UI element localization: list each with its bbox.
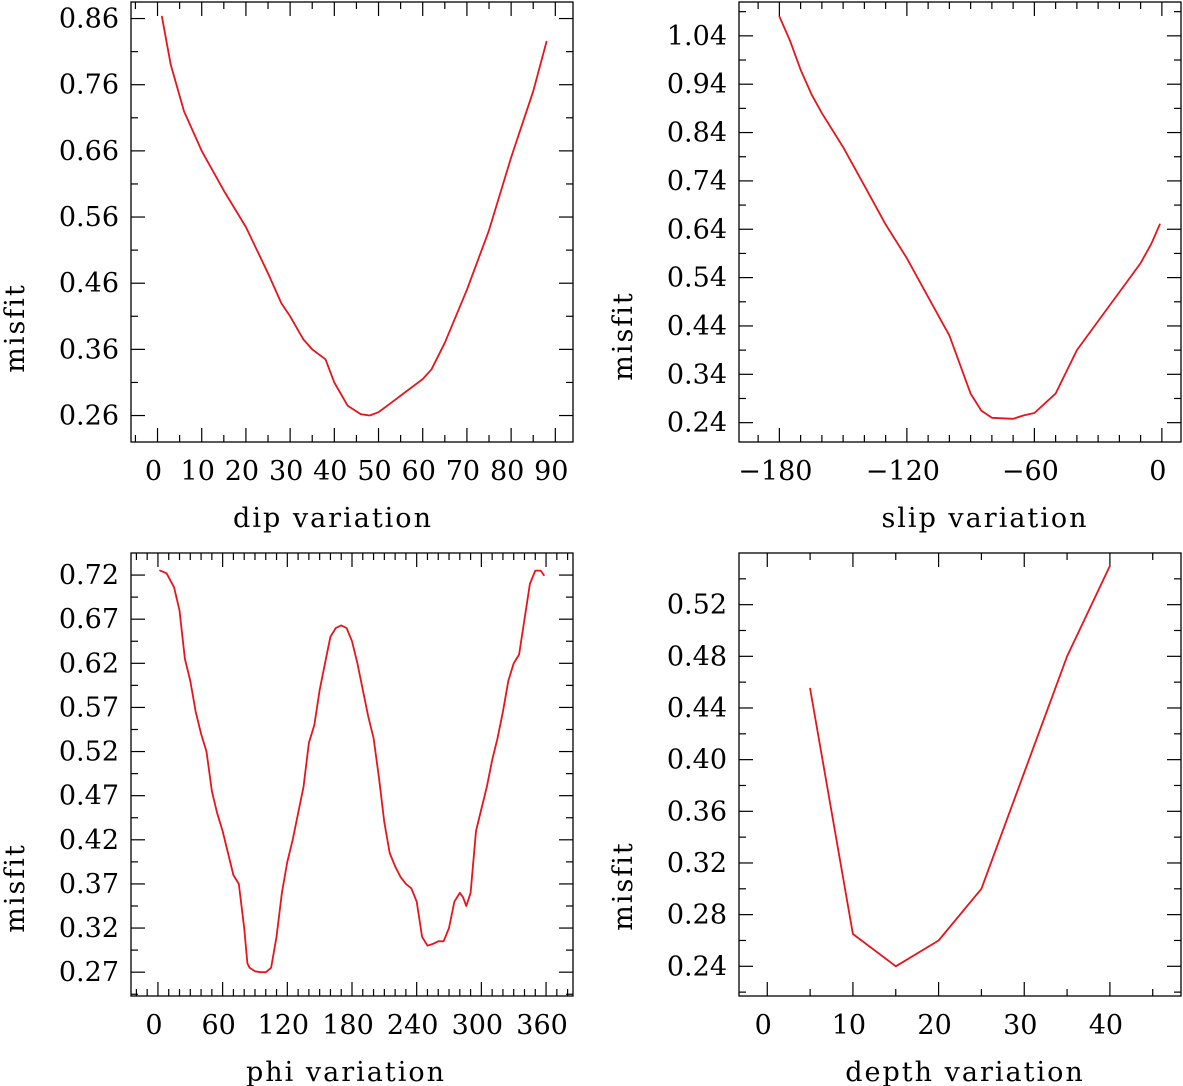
series-line-slip (778, 15, 1161, 420)
y-axis-label: misfit (608, 291, 639, 381)
x-tick-label: 40 (313, 456, 347, 487)
y-tick-label: 0.94 (667, 69, 727, 100)
y-axis-label: misfit (0, 283, 31, 373)
x-axis-label: slip variation (881, 503, 1088, 534)
x-tick-label: 10 (832, 1010, 866, 1041)
x-tick-label: 60 (201, 1010, 235, 1041)
x-tick-label: 0 (1149, 456, 1166, 487)
series-line-depth (809, 565, 1111, 968)
x-tick-label: 90 (534, 456, 568, 487)
series-line-dip (160, 15, 548, 417)
y-tick-label: 0.74 (667, 166, 727, 197)
y-tick-label: 0.34 (667, 359, 727, 390)
x-tick-label: 240 (387, 1010, 439, 1041)
y-tick-label: 0.64 (667, 214, 727, 245)
y-tick-label: 1.04 (667, 21, 727, 52)
y-tick-label: 0.84 (667, 118, 727, 149)
y-tick-label: 0.24 (667, 408, 727, 439)
x-tick-label: −60 (1002, 456, 1059, 487)
y-tick-label: 0.32 (59, 913, 119, 944)
x-tick-label: 70 (446, 456, 480, 487)
x-tick-label: 40 (1089, 1010, 1123, 1041)
x-tick-label: 50 (357, 456, 391, 487)
y-tick-label: 0.52 (59, 737, 119, 768)
y-tick-label: 0.54 (667, 263, 727, 294)
plot-frame (130, 552, 574, 997)
y-tick-label: 0.36 (667, 796, 727, 827)
x-tick-label: 0 (755, 1010, 772, 1041)
y-tick-label: 0.37 (59, 869, 119, 900)
x-tick-label: 10 (181, 456, 215, 487)
y-tick-label: 0.44 (667, 311, 727, 342)
depth-variation-panel: 0 10 20 30 40 0.24 0.28 0.32 0.36 0.40 0.44 0.48 0.5… (608, 552, 1182, 1086)
y-tick-label: 0.66 (59, 136, 119, 167)
dip-variation-panel: 0 10 20 30 40 50 60 70 80 90 0.26 0.36 0.46 0.56 0.66 0… (0, 1, 574, 534)
y-tick-label: 0.36 (59, 334, 119, 365)
y-tick-label: 0.72 (59, 560, 119, 591)
x-axis-label: dip variation (233, 503, 433, 534)
x-tick-label: −120 (866, 456, 940, 487)
x-tick-label: 30 (1003, 1010, 1037, 1041)
y-tick-label: 0.44 (667, 693, 727, 724)
y-tick-label: 0.42 (59, 825, 119, 856)
y-tick-label: 0.26 (59, 401, 119, 432)
x-tick-label: 300 (452, 1010, 504, 1041)
x-tick-label: 180 (322, 1010, 374, 1041)
y-axis-label: misfit (0, 843, 31, 933)
y-tick-label: 0.76 (59, 70, 119, 101)
y-axis-label: misfit (608, 841, 639, 931)
y-tick-label: 0.32 (667, 848, 727, 879)
x-axis-label: phi variation (246, 1057, 446, 1086)
x-tick-label: 80 (490, 456, 524, 487)
x-tick-label: 30 (269, 456, 303, 487)
y-tick-label: 0.86 (59, 4, 119, 35)
x-axis-label: depth variation (845, 1057, 1085, 1086)
slip-variation-panel: −180 −120 −60 0 0.24 0.34 0.44 0.54 0.64 0.74 0.84… (608, 1, 1182, 534)
y-tick-label: 0.28 (667, 900, 727, 931)
y-tick-label: 0.52 (667, 590, 727, 621)
y-tick-label: 0.40 (667, 745, 727, 776)
x-tick-label: 0 (145, 456, 162, 487)
y-tick-label: 0.24 (667, 951, 727, 982)
x-tick-label: 0 (145, 1010, 162, 1041)
plot-frame (738, 1, 1182, 443)
x-tick-label: 60 (402, 456, 436, 487)
y-tick-label: 0.62 (59, 648, 119, 679)
x-tick-label: −180 (738, 456, 812, 487)
y-tick-label: 0.57 (59, 692, 119, 723)
x-tick-label: 360 (516, 1010, 568, 1041)
y-tick-label: 0.48 (667, 641, 727, 672)
phi-variation-panel: 0 60 120 180 240 300 360 0.27 0.32 0.37 0.42 0.47 0.… (0, 552, 574, 1086)
x-tick-label: 120 (258, 1010, 310, 1041)
y-tick-label: 0.56 (59, 202, 119, 233)
plot-frame (738, 552, 1182, 997)
x-tick-label: 20 (225, 456, 259, 487)
y-tick-label: 0.27 (59, 957, 119, 988)
plot-frame (130, 1, 574, 443)
y-tick-label: 0.47 (59, 781, 119, 812)
y-tick-label: 0.67 (59, 604, 119, 635)
y-tick-label: 0.46 (59, 268, 119, 299)
series-line-phi (159, 569, 545, 974)
x-tick-label: 20 (917, 1010, 951, 1041)
